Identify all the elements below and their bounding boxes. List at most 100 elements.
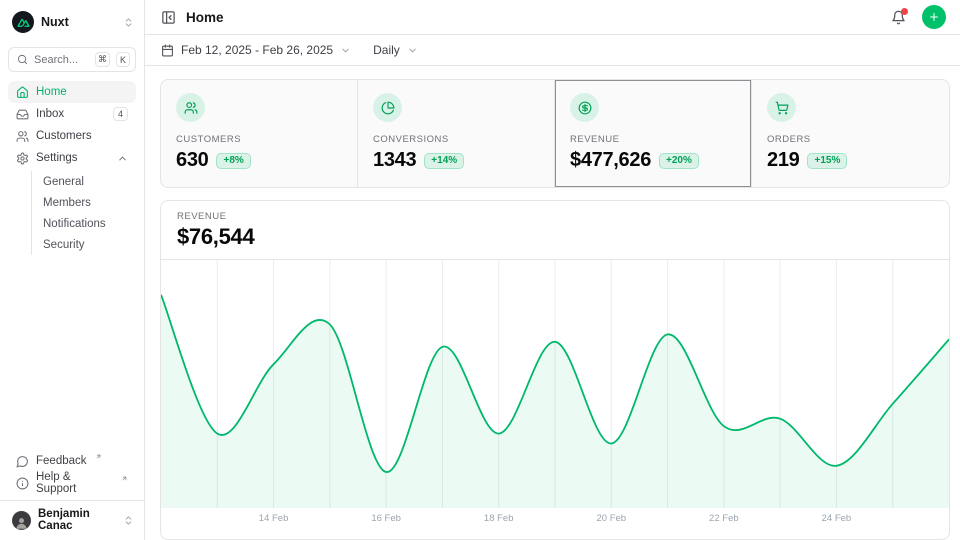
workspace-selector[interactable]: Nuxt xyxy=(0,0,144,34)
external-link-icon xyxy=(121,475,128,482)
sidebar: Nuxt Search... ⌘ K Home xyxy=(0,0,145,540)
x-axis-ticks: 14 Feb 16 Feb 18 Feb 20 Feb 22 Feb 24 Feb xyxy=(161,508,949,534)
divider xyxy=(0,500,144,501)
chart-metric-value: $76,544 xyxy=(177,224,255,249)
revenue-chart-svg xyxy=(161,260,949,508)
date-range-label: Feb 12, 2025 - Feb 26, 2025 xyxy=(181,43,334,58)
sidebar-item-customers[interactable]: Customers xyxy=(8,125,136,147)
help-support-link[interactable]: Help & Support xyxy=(8,471,136,495)
feedback-link[interactable]: Feedback xyxy=(8,450,136,472)
stat-label: ORDERS xyxy=(767,134,811,145)
header: Home xyxy=(145,0,960,36)
plus-icon xyxy=(930,13,938,22)
footer-link-label: Help & Support xyxy=(36,471,77,495)
stats-row: CUSTOMERS 630 +8% CONVERSIONS 1343 +14% xyxy=(160,79,950,188)
revenue-area xyxy=(161,294,949,508)
period-label: Daily xyxy=(373,43,400,58)
x-tick-label: 18 Feb xyxy=(483,513,514,524)
main-panel: Home Feb 12, 2025 - Feb 26, 2025 xyxy=(145,0,960,540)
add-button[interactable] xyxy=(922,5,946,30)
stat-label: CONVERSIONS xyxy=(373,134,449,145)
chart-header: REVENUE $76,544 xyxy=(161,201,949,260)
notification-dot xyxy=(901,7,908,15)
user-avatar xyxy=(12,510,31,530)
workspace-name: Nuxt xyxy=(41,15,69,29)
stat-delta-badge: +14% xyxy=(424,152,465,169)
chevron-down-icon xyxy=(407,45,418,56)
pie-icon xyxy=(373,93,402,122)
sub-item-label: Security xyxy=(43,238,85,251)
footer-link-label: Feedback xyxy=(36,455,87,467)
sidebar-item-home[interactable]: Home xyxy=(8,81,136,103)
user-name: Benjamin Canac xyxy=(38,508,90,532)
sidebar-item-members[interactable]: Members xyxy=(32,192,136,213)
stat-value: 219 xyxy=(767,149,800,171)
x-tick-label: 16 Feb xyxy=(371,513,401,524)
stat-label: REVENUE xyxy=(570,134,620,145)
revenue-line xyxy=(161,294,949,473)
sidebar-item-general[interactable]: General xyxy=(32,171,136,192)
stat-label: CUSTOMERS xyxy=(176,134,242,145)
kbd-meta: ⌘ xyxy=(95,52,110,67)
cart-icon xyxy=(767,93,796,122)
info-icon xyxy=(16,477,29,490)
inbox-count-badge: 4 xyxy=(112,107,128,121)
x-tick-label: 24 Feb xyxy=(821,513,852,524)
sidebar-item-label: Inbox xyxy=(36,108,65,120)
sidebar-item-notifications[interactable]: Notifications xyxy=(32,213,136,234)
date-range-picker[interactable]: Feb 12, 2025 - Feb 26, 2025 xyxy=(161,43,351,57)
stat-card-customers[interactable]: CUSTOMERS 630 +8% xyxy=(161,80,358,187)
chevrons-up-down-icon xyxy=(123,515,134,526)
inbox-icon xyxy=(16,108,29,121)
sub-item-label: Notifications xyxy=(43,217,106,230)
sidebar-item-security[interactable]: Security xyxy=(32,234,136,255)
sub-item-label: Members xyxy=(43,196,91,209)
nuxt-logo-icon xyxy=(12,11,34,33)
revenue-chart-plot[interactable] xyxy=(161,260,949,508)
search-input[interactable]: Search... ⌘ K xyxy=(8,47,136,72)
content: CUSTOMERS 630 +8% CONVERSIONS 1343 +14% xyxy=(145,66,960,540)
stat-delta-badge: +15% xyxy=(807,152,848,169)
sidebar-item-label: Settings xyxy=(36,152,78,164)
users-icon xyxy=(16,130,29,143)
kbd-k: K xyxy=(116,52,130,67)
stat-delta-badge: +20% xyxy=(659,152,699,169)
search-icon xyxy=(17,54,28,65)
sidebar-footer: Feedback Help & Support xyxy=(0,446,144,540)
stat-card-orders[interactable]: ORDERS 219 +15% xyxy=(752,80,949,187)
x-tick-label: 20 Feb xyxy=(596,513,627,524)
sub-item-label: General xyxy=(43,175,84,188)
notifications-button[interactable] xyxy=(891,7,908,25)
chevron-up-icon xyxy=(117,153,128,164)
period-select[interactable]: Daily xyxy=(373,43,418,57)
stat-delta-badge: +8% xyxy=(216,152,251,169)
stat-value: 1343 xyxy=(373,149,417,171)
user-menu[interactable]: Benjamin Canac xyxy=(0,501,144,540)
search-placeholder: Search... xyxy=(34,53,79,66)
external-link-icon xyxy=(95,453,102,460)
chart-metric-label: REVENUE xyxy=(177,211,227,222)
dollar-icon xyxy=(570,93,599,122)
gear-icon xyxy=(16,152,29,165)
settings-subtree: General Members Notifications Security xyxy=(31,171,136,255)
chevron-down-icon xyxy=(340,45,351,56)
stat-card-conversions[interactable]: CONVERSIONS 1343 +14% xyxy=(358,80,555,187)
chat-icon xyxy=(16,455,29,468)
sidebar-nav: Home Inbox 4 Customers Settings xyxy=(0,81,144,257)
sidebar-item-label: Customers xyxy=(36,130,92,142)
sidebar-item-label: Home xyxy=(36,86,67,98)
page-title: Home xyxy=(186,9,224,25)
chevrons-up-down-icon xyxy=(123,17,134,28)
revenue-chart-card: REVENUE $76,544 14 Feb 16 Feb 18 Feb 20 Feb… xyxy=(160,200,950,540)
collapse-sidebar-icon[interactable] xyxy=(161,10,176,25)
toolbar: Feb 12, 2025 - Feb 26, 2025 Daily xyxy=(145,35,960,66)
sidebar-item-settings[interactable]: Settings xyxy=(8,147,136,169)
users-icon xyxy=(176,93,205,122)
sidebar-item-inbox[interactable]: Inbox 4 xyxy=(8,103,136,125)
calendar-icon xyxy=(161,44,174,57)
stat-value: 630 xyxy=(176,149,209,171)
x-tick-label: 14 Feb xyxy=(258,513,289,524)
x-tick-label: 22 Feb xyxy=(709,513,739,524)
stat-card-revenue[interactable]: REVENUE $477,626 +20% xyxy=(555,80,752,187)
